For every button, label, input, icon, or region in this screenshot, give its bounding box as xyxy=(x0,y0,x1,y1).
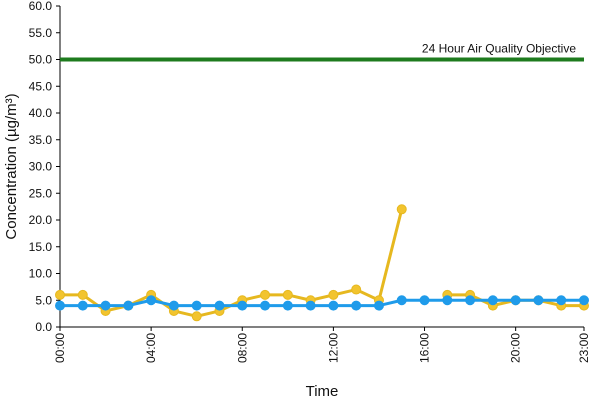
y-tick-label: 0.0 xyxy=(35,320,52,334)
series-1-line xyxy=(60,208,404,318)
objective-label: 24 Hour Air Quality Objective xyxy=(422,42,576,56)
y-tick-label: 15.0 xyxy=(29,240,53,254)
x-tick-label: 23:00 xyxy=(577,333,591,363)
y-tick-label: 5.0 xyxy=(35,293,52,307)
series-1-point xyxy=(351,284,362,295)
series-1-point xyxy=(396,204,407,215)
series-2-point xyxy=(55,300,65,311)
series-1-point xyxy=(260,289,271,300)
series-2-point xyxy=(77,300,88,311)
series-2-point xyxy=(510,295,521,306)
y-tick-label: 40.0 xyxy=(29,106,53,120)
series-2-point xyxy=(305,300,316,311)
series-1-point xyxy=(55,289,65,300)
series-2-point xyxy=(579,295,589,306)
series-2-point xyxy=(328,300,339,311)
x-tick-label: 04:00 xyxy=(144,333,158,363)
y-tick-label: 35.0 xyxy=(29,133,53,147)
x-axis-ticks: 00:00 04:00 08:00 12:00 16:00 20:00 23:00 xyxy=(53,327,591,363)
x-tick-label: 16:00 xyxy=(418,333,432,363)
y-tick-label: 50.0 xyxy=(29,53,53,67)
y-tick-label: 20.0 xyxy=(29,213,53,227)
y-tick-label: 30.0 xyxy=(29,160,53,174)
x-axis-title: Time xyxy=(306,383,339,400)
series-1-point xyxy=(191,311,202,322)
series-layer xyxy=(55,204,589,322)
series-2-point xyxy=(146,295,157,306)
series-2-point xyxy=(100,300,111,311)
series-2-point xyxy=(351,300,362,311)
y-tick-label: 10.0 xyxy=(29,267,53,281)
series-2-point xyxy=(556,295,567,306)
series-2-point xyxy=(260,300,271,311)
series-2-point xyxy=(214,300,225,311)
y-axis-title: Concentration (µg/m³) xyxy=(3,93,20,239)
x-tick-label: 12:00 xyxy=(326,333,340,363)
y-tick-label: 45.0 xyxy=(29,79,53,93)
series-2-point xyxy=(191,300,202,311)
series-2-point xyxy=(123,300,134,311)
series-2-point xyxy=(487,295,498,306)
series-2-point xyxy=(419,295,430,306)
series-2-point xyxy=(442,295,453,306)
series-2-point xyxy=(533,295,544,306)
y-tick-label: 25.0 xyxy=(29,186,53,200)
series-1-point xyxy=(77,289,88,300)
objective-layer: 24 Hour Air Quality Objective xyxy=(60,42,584,62)
y-tick-label: 60.0 xyxy=(29,0,53,13)
y-tick-label: 55.0 xyxy=(29,26,53,40)
y-axis-ticks: 0.0 5.0 10.0 15.0 20.0 25.0 30.0 35.0 40.0 45.0 50… xyxy=(29,0,60,334)
series-1-point xyxy=(328,289,339,300)
series-2-point xyxy=(465,295,476,306)
series-2-point xyxy=(168,300,179,311)
series-2-point xyxy=(373,300,384,311)
series-1-point xyxy=(282,289,293,300)
x-tick-label: 08:00 xyxy=(235,333,249,363)
series-2-point xyxy=(282,300,293,311)
x-tick-label: 20:00 xyxy=(509,333,523,363)
x-tick-label: 00:00 xyxy=(53,333,67,363)
series-2-point xyxy=(237,300,248,311)
series-2-point xyxy=(396,295,407,306)
